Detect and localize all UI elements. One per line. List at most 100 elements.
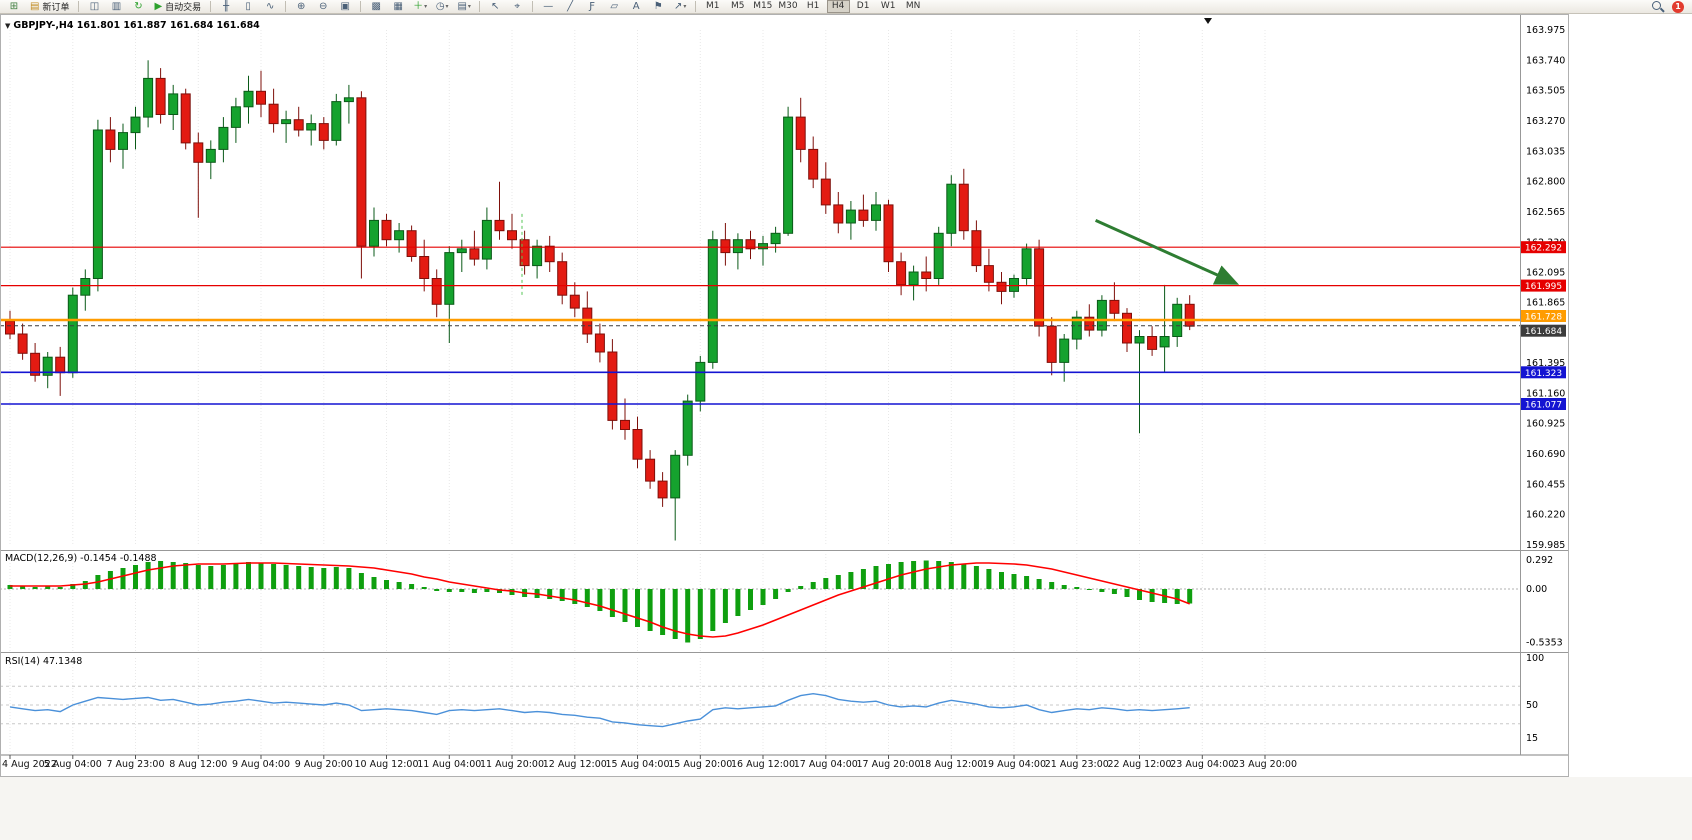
timeframe-m5[interactable]: M5 <box>730 1 745 11</box>
arrange-windows-icon[interactable]: ▦ <box>388 0 408 13</box>
indicators-icon: ＋ <box>413 1 424 12</box>
svg-text:163.975: 163.975 <box>1526 25 1565 36</box>
zoom-in-icon: ⊕ <box>296 1 306 12</box>
svg-text:12 Aug 12:00: 12 Aug 12:00 <box>543 759 607 770</box>
toolbar-separator <box>360 1 362 12</box>
bottom-strip <box>0 777 1692 840</box>
svg-text:-0.5353: -0.5353 <box>1526 638 1563 649</box>
bar-chart-icon[interactable]: ╫ <box>216 0 236 13</box>
svg-text:4 Aug 2022: 4 Aug 2022 <box>2 759 57 770</box>
svg-text:163.505: 163.505 <box>1526 86 1565 97</box>
notification-badge[interactable]: 1 <box>1672 0 1684 13</box>
symbol-dropdown-icon[interactable]: ▼ <box>5 21 11 30</box>
timeframe-h1[interactable]: H1 <box>806 1 820 11</box>
market-watch-icon[interactable]: ◫ <box>84 0 104 13</box>
toolbar-separator <box>532 1 534 12</box>
play-icon: ▶ <box>154 1 163 12</box>
crosshair-icon: ⌖ <box>514 1 520 12</box>
trend-arrow <box>1094 219 1240 285</box>
data-window-icon: ▥ <box>111 1 122 12</box>
toolbar: ⊞ ▤ 新订单 ◫ ▥ ↻ ▶ 自动交易 ╫ ▯ ∿ ⊕ ⊖ ▣ ▩ ▦ ＋ ▾ ◷ ▾ ▤ ▾ ↖ ⌖ — ╱ Ƒ ▱ A ⚑ ↗ ▾ M1 M… <box>0 0 1692 14</box>
price-tag: 161.684 <box>1521 324 1566 337</box>
candlestick-chart-icon[interactable]: ▯ <box>238 0 258 13</box>
indicators-icon[interactable]: ＋ ▾ <box>410 0 430 13</box>
new-chart-icon: ⊞ <box>9 1 19 12</box>
arrange-windows-icon: ▦ <box>393 1 403 12</box>
market-watch-icon: ◫ <box>89 1 100 12</box>
annotation-layer <box>521 213 1240 298</box>
trendline-icon[interactable]: ╱ <box>560 0 580 13</box>
crosshair-icon[interactable]: ⌖ <box>507 0 527 13</box>
svg-text:100: 100 <box>1526 653 1544 664</box>
zoom-out-icon[interactable]: ⊖ <box>313 0 333 13</box>
svg-text:163.740: 163.740 <box>1526 55 1565 66</box>
price-axis: 163.975 163.740 163.505 163.270 163.035 162.8… <box>1521 25 1566 744</box>
text-icon: A <box>632 1 640 12</box>
new-order-button[interactable]: ▤ 新订单 <box>25 0 74 13</box>
price-tag: 161.728 <box>1521 310 1566 323</box>
timeframe-w1[interactable]: W1 <box>880 1 896 11</box>
search-icon[interactable] <box>1651 0 1664 13</box>
auto-trading-button-label: 自动交易 <box>165 3 202 13</box>
dropdown-caret-icon[interactable]: ▾ <box>445 3 449 10</box>
timeframe-d1[interactable]: D1 <box>856 1 870 11</box>
cursor-icon[interactable]: ↖ <box>485 0 505 13</box>
svg-text:162.095: 162.095 <box>1526 268 1565 279</box>
svg-text:159.985: 159.985 <box>1526 540 1565 551</box>
hlines-layer <box>0 246 1520 405</box>
text-icon[interactable]: A <box>626 0 646 13</box>
order-book-icon: ▤ <box>30 1 40 12</box>
svg-text:163.035: 163.035 <box>1526 146 1565 157</box>
zoom-out-icon: ⊖ <box>318 1 328 12</box>
chart-canvas[interactable]: 163.975 163.740 163.505 163.270 163.035 162.8… <box>0 14 1692 777</box>
price-tag: 161.077 <box>1521 398 1566 411</box>
auto-trading-button[interactable]: ▶ 自动交易 <box>149 0 206 13</box>
data-window-icon[interactable]: ▥ <box>106 0 126 13</box>
svg-text:15 Aug 20:00: 15 Aug 20:00 <box>668 759 732 770</box>
toolbar-separator <box>479 1 481 12</box>
line-chart-icon[interactable]: ∿ <box>260 0 280 13</box>
zoom-in-icon[interactable]: ⊕ <box>291 0 311 13</box>
dropdown-caret-icon[interactable]: ▾ <box>424 3 428 10</box>
timeframe-m30[interactable]: M30 <box>778 1 798 11</box>
label-icon[interactable]: ⚑ <box>648 0 668 13</box>
refresh-icon[interactable]: ↻ <box>128 0 148 13</box>
timeframe-h4[interactable]: H4 <box>826 0 850 13</box>
horizontal-line-icon[interactable]: — <box>538 0 558 13</box>
price-chart-svg[interactable]: 163.975 163.740 163.505 163.270 163.035 162.8… <box>0 14 1692 777</box>
svg-text:9 Aug 04:00: 9 Aug 04:00 <box>232 759 290 770</box>
templates-icon[interactable]: ▤ ▾ <box>454 0 474 13</box>
toolbar-separator <box>210 1 212 12</box>
periods-icon[interactable]: ◷ ▾ <box>432 0 452 13</box>
svg-text:163.270: 163.270 <box>1526 116 1565 127</box>
svg-text:18 Aug 12:00: 18 Aug 12:00 <box>919 759 983 770</box>
svg-text:161.323: 161.323 <box>1525 369 1562 379</box>
svg-text:23 Aug 20:00: 23 Aug 20:00 <box>1233 759 1297 770</box>
new-chart-icon[interactable]: ⊞ <box>4 0 24 13</box>
dropdown-caret-icon[interactable]: ▾ <box>467 3 471 10</box>
fibonacci-icon[interactable]: Ƒ <box>582 0 602 13</box>
timeframe-m15[interactable]: M15 <box>753 1 773 11</box>
candlestick-chart-icon: ▯ <box>245 1 251 12</box>
cascade-windows-icon[interactable]: ▩ <box>366 0 386 13</box>
svg-text:8 Aug 12:00: 8 Aug 12:00 <box>169 759 227 770</box>
shapes-icon: ▱ <box>610 1 619 12</box>
svg-text:160.455: 160.455 <box>1526 479 1565 490</box>
bar-chart-icon: ╫ <box>223 1 230 12</box>
shapes-icon[interactable]: ▱ <box>604 0 624 13</box>
svg-text:161.395: 161.395 <box>1526 358 1565 369</box>
svg-text:162.565: 162.565 <box>1526 207 1565 218</box>
arrows-icon[interactable]: ↗ ▾ <box>670 0 690 13</box>
svg-text:10 Aug 12:00: 10 Aug 12:00 <box>354 759 418 770</box>
svg-text:161.077: 161.077 <box>1525 401 1562 411</box>
svg-text:23 Aug 04:00: 23 Aug 04:00 <box>1170 759 1234 770</box>
svg-text:22 Aug 12:00: 22 Aug 12:00 <box>1107 759 1171 770</box>
timeframe-mn[interactable]: MN <box>905 1 921 11</box>
timeframe-m1[interactable]: M1 <box>705 1 720 11</box>
dropdown-caret-icon[interactable]: ▾ <box>683 3 687 10</box>
svg-text:11 Aug 04:00: 11 Aug 04:00 <box>417 759 481 770</box>
rsi-indicator-label: RSI(14) 47.1348 <box>5 656 83 667</box>
svg-text:161.995: 161.995 <box>1525 282 1562 292</box>
tile-windows-icon[interactable]: ▣ <box>335 0 355 13</box>
fibonacci-icon: Ƒ <box>589 1 596 12</box>
